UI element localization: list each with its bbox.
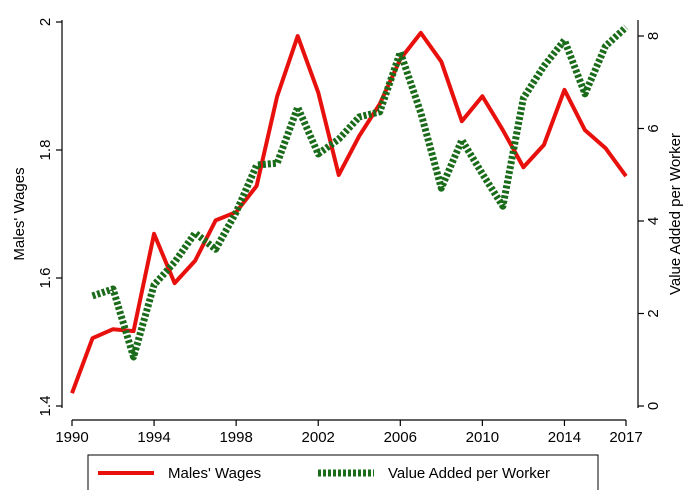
y2-tick-label: 8 <box>645 32 662 40</box>
y2-tick-label: 0 <box>645 402 662 410</box>
x-tick-label: 2006 <box>384 429 417 446</box>
y-tick-label: 1.8 <box>37 140 54 161</box>
y-tick-label: 2 <box>37 18 54 26</box>
x-tick-label: 2010 <box>466 429 499 446</box>
y2-axis-label: Value Added per Worker <box>667 133 684 295</box>
y2-tick-label: 6 <box>645 124 662 132</box>
y2-tick-label: 2 <box>645 309 662 317</box>
y-axis-label: Males' Wages <box>11 167 28 260</box>
y-tick-label: 1.4 <box>37 396 54 417</box>
y-tick-label: 1.6 <box>37 268 54 289</box>
x-tick-label: 2002 <box>302 429 335 446</box>
x-tick-label: 2017 <box>609 429 642 446</box>
y2-tick-label: 4 <box>645 217 662 225</box>
legend-label: Value Added per Worker <box>388 465 550 482</box>
x-tick-label: 1990 <box>55 429 88 446</box>
x-tick-label: 1998 <box>219 429 252 446</box>
series-line <box>70 30 628 394</box>
x-tick-label: 2014 <box>548 429 581 446</box>
series-line <box>91 24 629 361</box>
x-tick-label: 1994 <box>137 429 170 446</box>
legend-label: Males' Wages <box>168 465 261 482</box>
